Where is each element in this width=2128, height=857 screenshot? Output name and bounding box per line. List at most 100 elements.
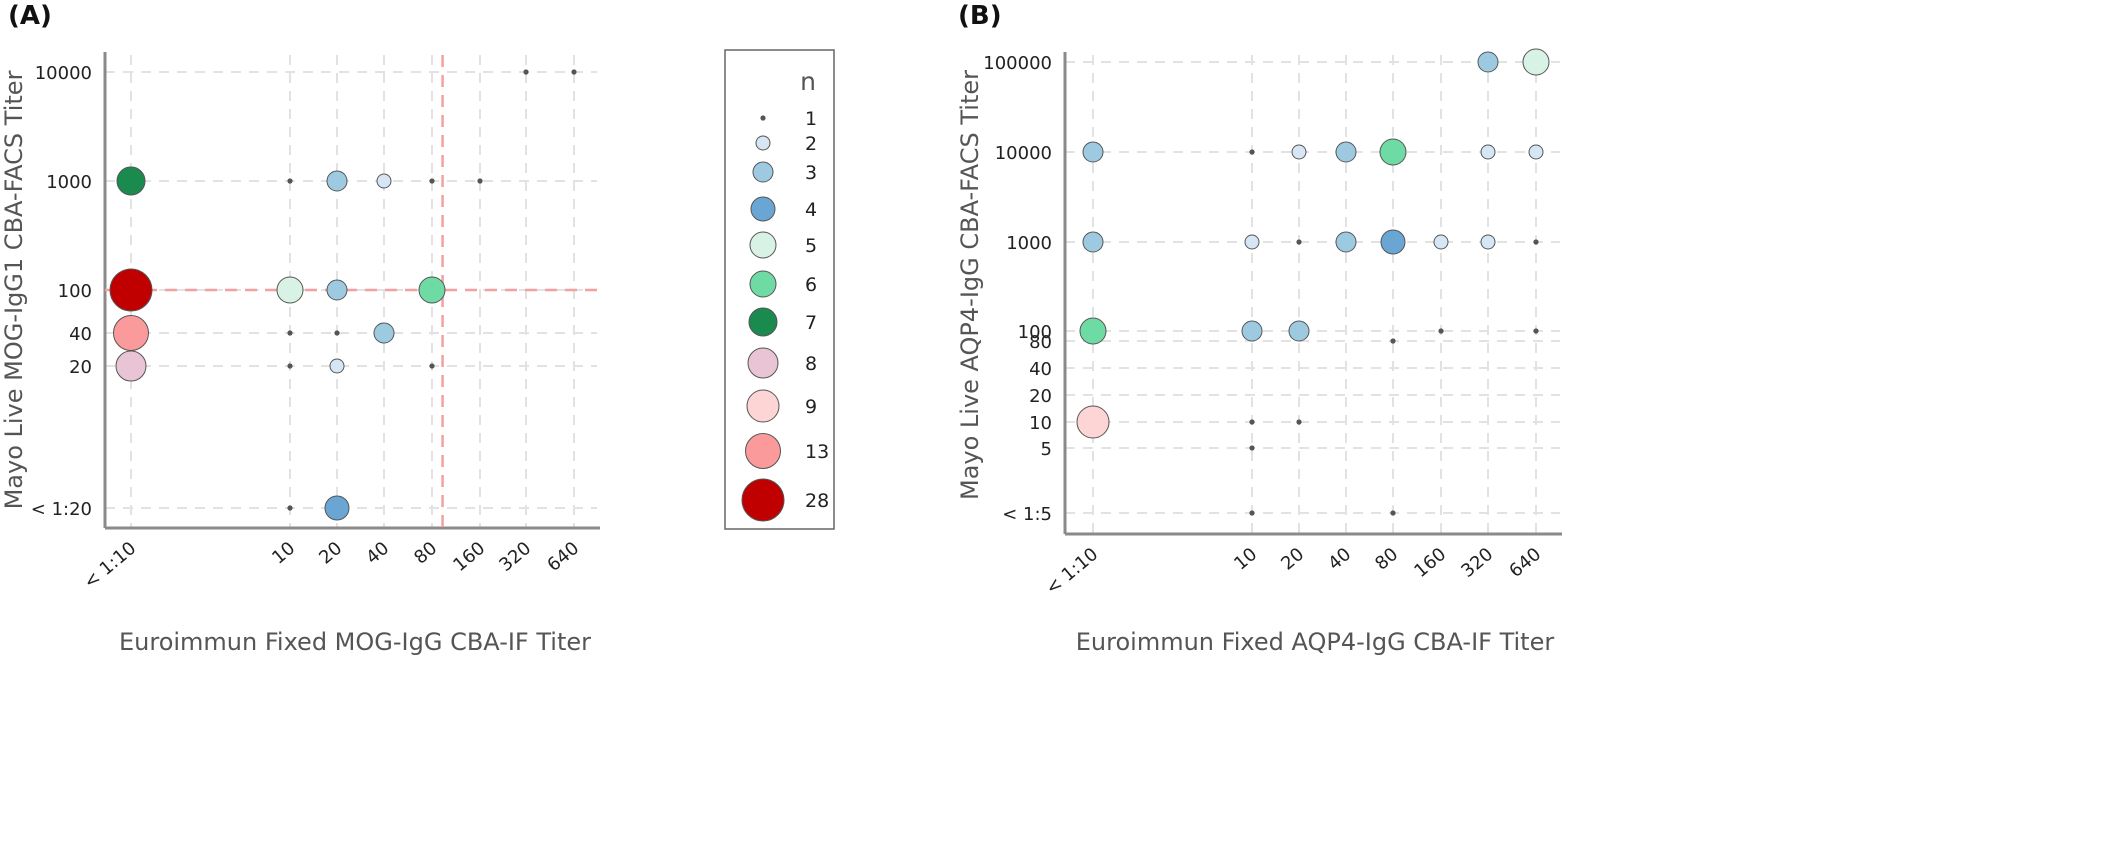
- data-point: [329, 358, 345, 374]
- legend-label-6: 6: [805, 274, 817, 296]
- legend-marker-28: [741, 478, 785, 522]
- data-point: [115, 350, 147, 382]
- legend-marker-3: [752, 161, 774, 183]
- x-tick-label: 40: [1324, 544, 1355, 575]
- legend: n 1 2 3 4 5 6 7 8 9 13 28: [724, 49, 835, 530]
- y-tick-label: 10000: [995, 143, 1052, 164]
- data-point: [1480, 144, 1496, 160]
- x-tick-label: 640: [1505, 544, 1545, 582]
- data-point: [1296, 419, 1302, 425]
- data-point: [429, 178, 435, 184]
- y-tick-label: 40: [1029, 359, 1052, 380]
- data-point: [1528, 144, 1544, 160]
- x-tick-label: 80: [1371, 544, 1402, 575]
- y-tick-label: 10000: [35, 63, 92, 84]
- data-point: [326, 279, 348, 301]
- legend-marker-13: [745, 433, 781, 469]
- legend-marker-9: [746, 389, 780, 423]
- panel-b-y-axis-title: Mayo Live AQP4-IgG CBA-FACS Titer: [956, 70, 984, 500]
- data-point: [376, 173, 392, 189]
- x-tick-label: 640: [543, 538, 583, 576]
- legend-label-28: 28: [805, 490, 829, 512]
- panel-b-x-axis-title: Euroimmun Fixed AQP4-IgG CBA-IF Titer: [1076, 628, 1555, 656]
- x-tick-label: < 1:10: [1042, 544, 1102, 599]
- panel-a-points: [109, 69, 577, 521]
- data-point: [1291, 144, 1307, 160]
- panel-b-ticks: < 1:10 10 20 40 80 160 320 640< 1:5510204080100…: [983, 53, 1545, 599]
- x-tick-label: 320: [1457, 544, 1497, 582]
- data-point: [1480, 234, 1496, 250]
- data-point: [1533, 328, 1539, 334]
- data-point: [276, 276, 304, 304]
- x-tick-label: 10: [268, 538, 299, 569]
- panel-a-grid: [105, 55, 597, 528]
- data-point: [287, 505, 293, 511]
- data-point: [477, 178, 483, 184]
- data-point: [1082, 231, 1104, 253]
- data-point: [429, 363, 435, 369]
- data-point: [1477, 51, 1499, 73]
- data-point: [1380, 229, 1406, 255]
- legend-marker-6: [749, 270, 777, 298]
- data-point: [1244, 234, 1260, 250]
- data-point: [116, 166, 146, 196]
- x-tick-label: 160: [1410, 544, 1450, 582]
- y-tick-label: 100: [58, 281, 92, 302]
- y-tick-label: 1000: [46, 172, 92, 193]
- x-tick-label: 20: [315, 538, 346, 569]
- data-point: [1249, 445, 1255, 451]
- y-tick-label: < 1:20: [31, 499, 92, 520]
- panel-a-reference-lines: [105, 55, 597, 528]
- y-tick-label: 80: [1029, 332, 1052, 353]
- data-point: [1249, 149, 1255, 155]
- legend-marker-1: [760, 115, 766, 121]
- data-point: [287, 363, 293, 369]
- data-point: [1076, 405, 1110, 439]
- panel-b-grid: [1065, 55, 1560, 534]
- legend-marker-5: [749, 231, 777, 259]
- y-tick-label: 1000: [1006, 233, 1052, 254]
- legend-label-3: 3: [805, 162, 817, 184]
- data-point: [523, 69, 529, 75]
- data-point: [1522, 48, 1550, 76]
- x-tick-label: 40: [362, 538, 393, 569]
- legend-label-1: 1: [805, 108, 817, 130]
- data-point: [1433, 234, 1449, 250]
- x-tick-label: 320: [495, 538, 535, 576]
- legend-label-2: 2: [805, 133, 817, 155]
- data-point: [1390, 338, 1396, 344]
- data-point: [1335, 231, 1357, 253]
- data-point: [1533, 239, 1539, 245]
- panel-a-ticks: < 1:10 10 20 40 80 160 320 640 < 1:20 20 40 100 1000…: [31, 63, 583, 593]
- data-point: [1288, 320, 1310, 342]
- data-point: [287, 330, 293, 336]
- legend-marker-8: [747, 347, 779, 379]
- data-point: [326, 170, 348, 192]
- panel-b-points: [1076, 48, 1550, 516]
- data-point: [1241, 320, 1263, 342]
- x-tick-label: 80: [410, 538, 441, 569]
- panel-a-x-axis-title: Euroimmun Fixed MOG-IgG CBA-IF Titer: [119, 628, 591, 656]
- y-tick-label: 5: [1041, 439, 1052, 460]
- legend-label-13: 13: [805, 441, 829, 463]
- legend-label-7: 7: [805, 312, 817, 334]
- x-tick-label: 20: [1277, 544, 1308, 575]
- y-tick-label: 10: [1029, 413, 1052, 434]
- legend-marker-7: [748, 307, 778, 337]
- x-tick-label: < 1:10: [80, 538, 140, 593]
- legend-label-5: 5: [805, 235, 817, 257]
- legend-items: 1 2 3 4 5 6 7 8 9 13 28: [741, 108, 829, 522]
- data-point: [334, 330, 340, 336]
- data-point: [1079, 317, 1107, 345]
- panel-b-label: (B): [958, 1, 1002, 31]
- legend-label-8: 8: [805, 353, 817, 375]
- legend-marker-2: [755, 135, 771, 151]
- data-point: [571, 69, 577, 75]
- data-point: [418, 276, 446, 304]
- data-point: [324, 495, 350, 521]
- panel-b: (B) < 1:10 10 20 40 80 160 320 640 < 1:5 5 10 20 40 8…: [956, 1, 1562, 656]
- panel-a: (A) < 1:10 10 20 40 80 160 320 640 < 1:20 20 40 100…: [0, 1, 600, 656]
- data-point: [1379, 138, 1407, 166]
- x-tick-label: 10: [1230, 544, 1261, 575]
